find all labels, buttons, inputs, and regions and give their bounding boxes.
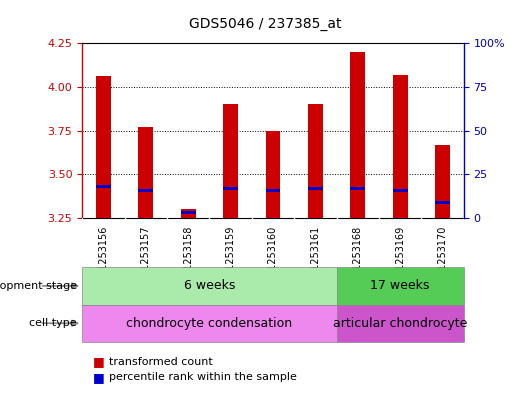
Text: cell type: cell type xyxy=(29,318,77,328)
Text: GSM1253158: GSM1253158 xyxy=(183,226,193,291)
Text: GSM1253160: GSM1253160 xyxy=(268,226,278,291)
Bar xyxy=(435,201,450,204)
Bar xyxy=(223,187,238,190)
Text: chondrocyte condensation: chondrocyte condensation xyxy=(126,317,293,330)
Bar xyxy=(96,77,111,218)
Bar xyxy=(435,145,450,218)
Text: transformed count: transformed count xyxy=(109,356,213,367)
Text: GSM1253159: GSM1253159 xyxy=(226,226,235,291)
Text: articular chondrocyte: articular chondrocyte xyxy=(333,317,467,330)
Text: 17 weeks: 17 weeks xyxy=(370,279,430,292)
Bar xyxy=(393,75,408,218)
Bar xyxy=(181,211,196,215)
Bar xyxy=(308,105,323,218)
Text: GSM1253169: GSM1253169 xyxy=(395,226,405,291)
Text: ■: ■ xyxy=(93,355,104,368)
Bar xyxy=(96,185,111,188)
Text: GSM1253157: GSM1253157 xyxy=(141,226,151,291)
Bar xyxy=(308,187,323,190)
Bar xyxy=(138,127,153,218)
Text: 6 weeks: 6 weeks xyxy=(184,279,235,292)
Bar xyxy=(337,305,464,342)
Text: ■: ■ xyxy=(93,371,104,384)
Bar xyxy=(223,105,238,218)
Bar xyxy=(350,187,365,190)
Bar xyxy=(82,267,337,305)
Bar xyxy=(266,130,280,218)
Text: GDS5046 / 237385_at: GDS5046 / 237385_at xyxy=(189,17,341,31)
Text: GSM1253161: GSM1253161 xyxy=(311,226,320,291)
Text: percentile rank within the sample: percentile rank within the sample xyxy=(109,372,296,382)
Bar xyxy=(337,267,464,305)
Text: GSM1253156: GSM1253156 xyxy=(99,226,108,291)
Bar xyxy=(350,52,365,218)
Text: development stage: development stage xyxy=(0,281,77,291)
Bar xyxy=(82,305,337,342)
Text: GSM1253170: GSM1253170 xyxy=(438,226,447,291)
Bar xyxy=(181,209,196,218)
Text: GSM1253168: GSM1253168 xyxy=(353,226,363,291)
Bar xyxy=(393,189,408,192)
Bar xyxy=(138,189,153,192)
Bar xyxy=(266,189,280,192)
